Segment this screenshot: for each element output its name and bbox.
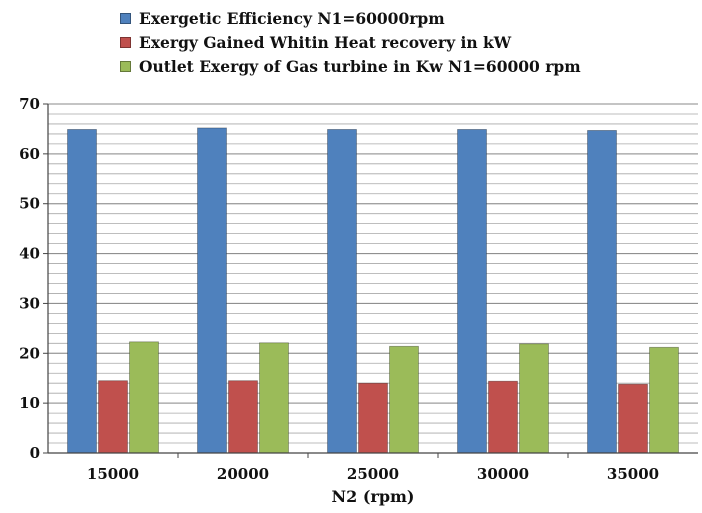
bar-outlet-exergy xyxy=(259,342,289,454)
bar-exergetic-efficiency xyxy=(327,129,357,454)
y-tick-label: 0 xyxy=(30,444,40,462)
legend-item-exergetic-efficiency: Exergetic Efficiency N1=60000rpm xyxy=(120,6,581,30)
legend-swatch-green xyxy=(120,60,131,72)
y-tick-label: 40 xyxy=(19,245,40,263)
bar-outlet-exergy xyxy=(649,346,679,454)
x-tick-label: 35000 xyxy=(607,465,659,483)
chart-legend: Exergetic Efficiency N1=60000rpm Exergy … xyxy=(120,6,581,78)
legend-label: Exergetic Efficiency N1=60000rpm xyxy=(139,8,445,28)
legend-label: Exergy Gained Whitin Heat recovery in kW xyxy=(139,32,512,52)
legend-label: Outlet Exergy of Gas turbine in Kw N1=60… xyxy=(139,56,581,76)
bar-exergetic-efficiency xyxy=(67,129,97,454)
y-tick-label: 70 xyxy=(19,95,40,113)
y-tick-label: 10 xyxy=(19,394,40,412)
bar-exergy-gained xyxy=(228,380,258,454)
bar-exergy-gained xyxy=(98,380,128,454)
y-tick-label: 60 xyxy=(19,145,40,163)
bar-exergetic-efficiency xyxy=(587,130,617,454)
bar-exergetic-efficiency xyxy=(457,129,487,454)
y-tick-label: 20 xyxy=(19,344,40,362)
x-tick-label: 25000 xyxy=(347,465,399,483)
y-tick-label: 50 xyxy=(19,195,40,213)
y-tick-label: 30 xyxy=(19,294,40,312)
legend-item-exergy-gained: Exergy Gained Whitin Heat recovery in kW xyxy=(120,30,581,54)
bars xyxy=(67,127,679,454)
bar-exergy-gained xyxy=(618,383,648,454)
x-tick-label: 20000 xyxy=(217,465,269,483)
bar-exergetic-efficiency xyxy=(197,127,227,454)
x-tick-label: 15000 xyxy=(87,465,139,483)
axes: 0 10 20 30 40 50 60 70 15000 20000 25000 30000 35000 xyxy=(19,95,698,483)
legend-item-outlet-exergy: Outlet Exergy of Gas turbine in Kw N1=60… xyxy=(120,54,581,78)
x-tick-label: 30000 xyxy=(477,465,529,483)
legend-swatch-red xyxy=(120,36,131,48)
bar-outlet-exergy xyxy=(389,345,419,454)
legend-swatch-blue xyxy=(120,12,131,24)
x-axis-title: N2 (rpm) xyxy=(331,487,414,506)
bar-exergy-gained xyxy=(358,382,388,454)
bar-outlet-exergy xyxy=(129,341,159,454)
bar-exergy-gained xyxy=(488,380,518,454)
bar-outlet-exergy xyxy=(519,343,549,454)
